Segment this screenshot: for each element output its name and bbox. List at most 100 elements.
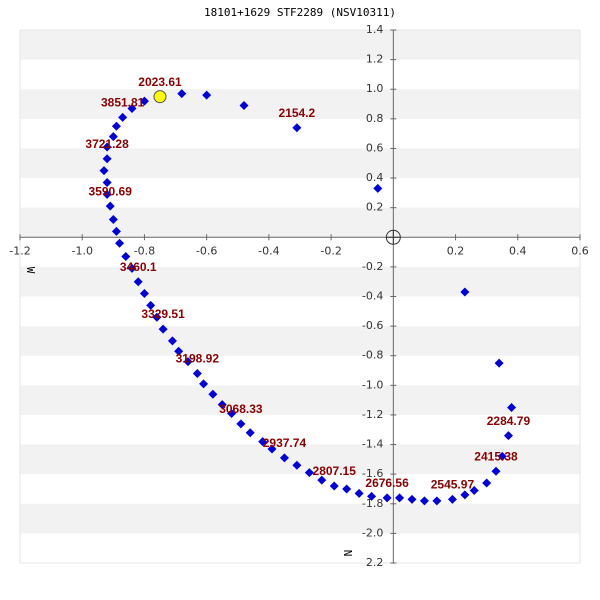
y-tick-label: -2.0 — [362, 526, 383, 539]
point — [208, 389, 218, 399]
point — [115, 238, 125, 248]
point-label: 3721.28 — [85, 137, 129, 151]
grid-band — [20, 266, 580, 297]
point-label: 3329.51 — [141, 307, 185, 321]
point — [342, 484, 352, 494]
point-label: 3460.1 — [120, 260, 157, 274]
grid-band — [20, 326, 580, 356]
point — [102, 142, 112, 152]
y-tick-label: -1.6 — [362, 467, 383, 480]
point — [419, 496, 429, 506]
x-tick-label: 0.2 — [447, 244, 465, 257]
point — [491, 466, 501, 476]
point-label: 2937.74 — [263, 436, 307, 450]
point-label: 2154.2 — [279, 106, 316, 120]
y-tick-label: -1.0 — [362, 378, 383, 391]
point — [118, 112, 128, 122]
point — [102, 189, 112, 199]
point-label: 2807.15 — [313, 464, 357, 478]
grid-band — [20, 385, 580, 415]
x-tick-label: 0.6 — [571, 244, 589, 257]
point-label: 2284.79 — [487, 414, 531, 428]
point — [292, 123, 302, 133]
point — [494, 358, 504, 368]
x-tick-label: -0.2 — [320, 244, 341, 257]
y-tick-label: -0.6 — [362, 319, 383, 332]
point-label: 2545.97 — [431, 478, 475, 492]
point — [174, 346, 184, 356]
y-tick-label: -0.8 — [362, 349, 383, 362]
point — [127, 263, 137, 273]
point — [108, 132, 118, 142]
point — [108, 215, 118, 225]
grid-band — [20, 207, 580, 238]
point — [111, 121, 121, 131]
point — [304, 468, 314, 478]
y-tick-label: -0.2 — [362, 260, 383, 273]
point — [373, 183, 383, 193]
point — [279, 453, 289, 463]
point — [395, 493, 405, 503]
point — [127, 103, 137, 113]
point — [292, 460, 302, 470]
point — [469, 485, 479, 495]
point — [152, 312, 162, 322]
point — [482, 478, 492, 488]
point — [199, 379, 209, 389]
point — [183, 357, 193, 367]
point-label: 2415.38 — [474, 449, 518, 463]
highlight-point — [153, 90, 167, 104]
point — [105, 201, 115, 211]
point-label: 3590.69 — [89, 184, 133, 198]
y-tick-label: -1.2 — [362, 408, 383, 421]
point — [432, 496, 442, 506]
y-tick-label: 0.2 — [366, 201, 384, 214]
point-label: 2023.61 — [138, 75, 182, 89]
y-tick-label: -0.4 — [362, 290, 383, 303]
chart-title: 18101+1629 STF2289 (NSV10311) — [204, 6, 396, 19]
y-tick-label: -1.8 — [362, 497, 383, 510]
point — [111, 226, 121, 236]
point — [146, 300, 156, 310]
grid-band — [20, 444, 580, 475]
point — [317, 475, 327, 485]
point — [202, 90, 212, 100]
point — [227, 408, 237, 418]
point — [121, 252, 131, 262]
point — [133, 277, 143, 287]
grid-band — [20, 89, 580, 119]
point — [507, 403, 517, 413]
point — [158, 324, 168, 334]
grid-band — [20, 30, 580, 60]
x-axis-label: W — [24, 267, 37, 274]
point-label: 3068.33 — [219, 402, 263, 416]
point — [460, 490, 470, 500]
y-tick-label: 1.0 — [366, 82, 384, 95]
point — [217, 400, 227, 410]
point — [139, 96, 149, 106]
y-tick-label: 2.2 — [366, 556, 384, 569]
y-tick-label: 0.6 — [366, 141, 384, 154]
point-label: 3851.81 — [101, 96, 145, 110]
x-tick-label: -1.0 — [71, 244, 92, 257]
point — [239, 101, 249, 111]
point — [236, 419, 246, 429]
x-tick-label: -1.2 — [9, 244, 30, 257]
point — [329, 481, 339, 491]
grid-band — [20, 148, 580, 179]
point-label: 2676.56 — [365, 476, 409, 490]
point — [99, 166, 109, 176]
point — [245, 428, 255, 438]
point — [192, 368, 202, 378]
point — [447, 494, 457, 504]
point — [407, 494, 417, 504]
y-tick-label: 1.2 — [366, 53, 384, 66]
point — [367, 491, 377, 501]
x-tick-label: -0.6 — [196, 244, 217, 257]
x-tick-label: -0.4 — [258, 244, 279, 257]
point — [177, 89, 187, 99]
y-tick-label: 1.4 — [366, 23, 384, 36]
point — [102, 154, 112, 164]
x-tick-label: -0.8 — [134, 244, 155, 257]
grid-band — [20, 503, 580, 534]
